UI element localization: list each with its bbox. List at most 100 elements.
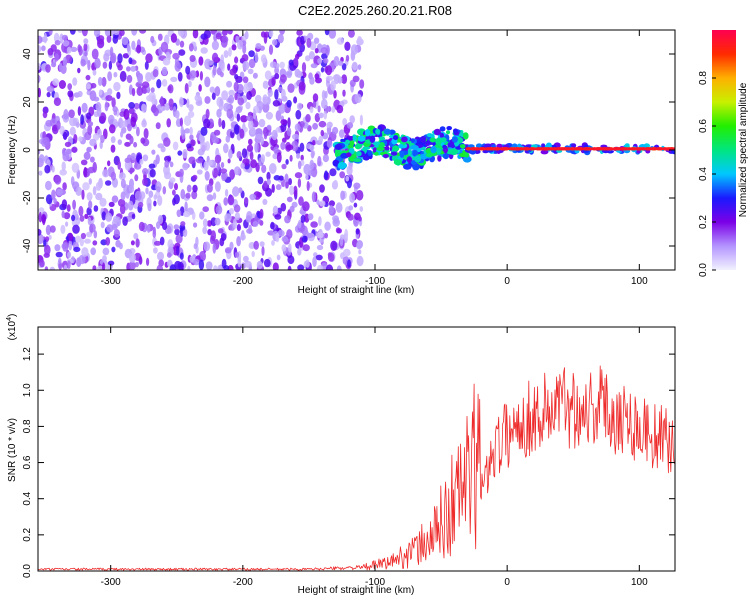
heatmap-cell	[172, 189, 176, 196]
heatmap-cell	[118, 30, 125, 36]
heatmap-cell	[306, 180, 310, 192]
heatmap-cell	[277, 86, 283, 92]
heatmap-cell	[320, 47, 329, 54]
heatmap-cell	[295, 109, 302, 120]
heatmap-cell	[364, 129, 371, 137]
heatmap-cell	[319, 200, 326, 207]
heatmap-cell	[164, 160, 170, 168]
heatmap-cell	[133, 162, 142, 170]
heatmap-cell	[45, 194, 53, 205]
heatmap-cell	[73, 246, 81, 253]
heatmap-cell	[237, 39, 243, 50]
heatmap-cell	[104, 261, 109, 270]
heatmap-cell	[129, 167, 133, 175]
heatmap-cell	[222, 30, 228, 36]
heatmap-cell	[38, 44, 42, 54]
heatmap-cell	[286, 99, 292, 108]
heatmap-cell	[300, 35, 305, 45]
heatmap-cell	[296, 30, 303, 36]
heatmap-cell	[357, 64, 362, 70]
heatmap-cell	[136, 126, 140, 137]
heatmap-cell	[67, 90, 74, 98]
heatmap-cell	[312, 93, 319, 102]
heatmap-cell	[101, 211, 107, 221]
snr-multiplier: (x104)	[6, 314, 18, 341]
heatmap-cell	[128, 252, 136, 263]
colorbar-label: Normalized spectral amplitude	[738, 82, 749, 217]
heatmap-cell	[133, 232, 139, 240]
heatmap-cell	[117, 53, 123, 64]
heatmap-cell	[54, 53, 59, 62]
heatmap-cell	[356, 241, 362, 250]
heatmap-cell	[242, 76, 249, 84]
heatmap-cell	[118, 242, 123, 250]
heatmap-cell	[78, 45, 83, 56]
heatmap-cell	[367, 150, 373, 156]
heatmap-cell	[430, 145, 437, 154]
heatmap-cell	[189, 55, 196, 62]
heatmap-cell	[93, 30, 101, 38]
heatmap-cell	[120, 191, 126, 201]
heatmap-cell	[136, 44, 142, 54]
heatmap-cell	[356, 190, 364, 201]
heatmap-cell	[147, 202, 152, 212]
heatmap-cell	[210, 230, 216, 242]
heatmap-cell	[130, 116, 137, 128]
y-tick-label: 40	[22, 48, 33, 60]
heatmap-cell	[321, 53, 328, 60]
heatmap-cell	[180, 221, 186, 227]
heatmap-cell	[316, 199, 320, 205]
heatmap-cell	[249, 151, 254, 161]
heatmap-cell	[160, 41, 169, 53]
heatmap-cell	[179, 252, 184, 260]
heatmap-cell	[108, 201, 115, 207]
heatmap-cell	[312, 122, 318, 130]
heatmap-cell	[255, 43, 262, 49]
heatmap-cell	[235, 35, 240, 43]
heatmap-cell	[296, 70, 304, 79]
heatmap-cell	[169, 104, 174, 111]
heatmap-cell	[80, 159, 88, 166]
heatmap-cell	[219, 168, 228, 174]
heatmap-cell	[219, 237, 225, 247]
heatmap-cell	[246, 91, 253, 100]
heatmap-cell	[342, 89, 346, 97]
heatmap-cell	[38, 154, 45, 163]
heatmap-cell	[105, 95, 113, 102]
heatmap-cell	[189, 134, 194, 141]
heatmap-cell	[145, 53, 153, 64]
heatmap-cell	[280, 119, 288, 125]
heatmap-cell	[332, 126, 339, 135]
heatmap-cell	[305, 114, 311, 123]
heatmap-cell	[294, 172, 303, 179]
heatmap-cell	[420, 135, 427, 143]
heatmap-cell	[384, 145, 390, 151]
heatmap-cell	[53, 198, 57, 205]
heatmap-cell	[78, 205, 84, 217]
heatmap-cell	[62, 56, 67, 68]
heatmap-cell	[86, 112, 92, 120]
heatmap-cell	[324, 170, 329, 180]
heatmap-cell	[285, 144, 294, 151]
heatmap-cell	[203, 160, 209, 171]
heatmap-cell	[211, 40, 219, 51]
colorbar-tick-label: 0.8	[698, 71, 709, 85]
heatmap-cell	[297, 178, 302, 188]
heatmap-cell	[92, 186, 97, 196]
heatmap-cell	[286, 229, 293, 240]
heatmap-cell	[63, 109, 69, 120]
snr-x-label: Height of straight line (km)	[298, 585, 415, 596]
heatmap-cell	[92, 69, 97, 76]
heatmap-cell	[243, 255, 249, 263]
heatmap-cell	[131, 40, 136, 50]
heatmap-cell	[328, 205, 334, 215]
heatmap-cell	[302, 244, 310, 252]
heatmap-cell	[172, 52, 180, 60]
heatmap-cell	[38, 228, 42, 236]
heatmap-cell	[211, 52, 219, 63]
heatmap-cell	[327, 252, 332, 258]
heatmap-cell	[235, 76, 243, 83]
heatmap-cell	[69, 30, 76, 35]
heatmap-cell	[144, 61, 149, 70]
heatmap-cell	[61, 199, 68, 209]
